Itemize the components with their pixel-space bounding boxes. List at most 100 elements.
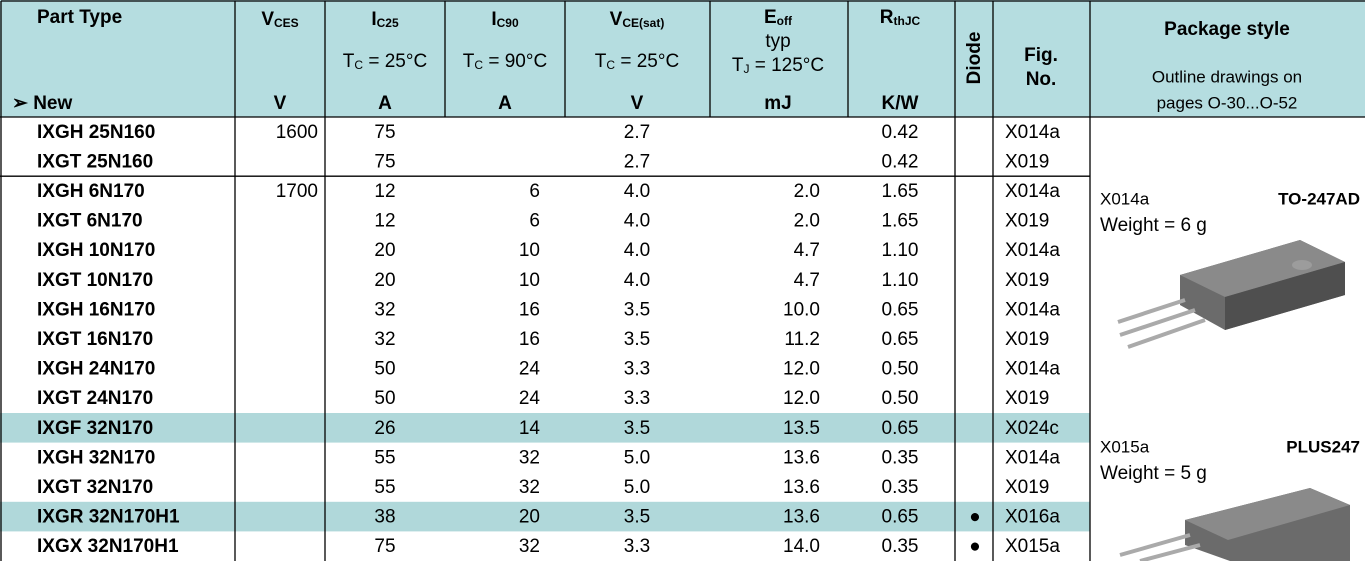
cell: 32 (519, 536, 540, 557)
t: off (777, 14, 793, 28)
cell: 38 (374, 507, 395, 528)
part-type: IXGR 32N170H1 (37, 507, 180, 528)
cell: 12 (374, 181, 395, 202)
cell: X019 (1005, 329, 1049, 350)
cell: X019 (1005, 211, 1049, 232)
cell: 0.42 (882, 151, 919, 172)
cell: X014a (1005, 447, 1060, 468)
col-unit: A (378, 93, 392, 114)
cell: 10 (519, 270, 540, 291)
t: C (606, 58, 615, 72)
cell: 2.7 (624, 122, 650, 143)
cell: 1.65 (882, 211, 919, 232)
t: C (474, 58, 483, 72)
cell: 11.2 (784, 329, 820, 350)
cell: 3.3 (624, 388, 650, 409)
t: V (610, 9, 623, 30)
t: CE(sat) (622, 16, 664, 30)
part-type: IXGT 32N170 (37, 477, 153, 498)
cell: 2.0 (794, 211, 820, 232)
cell: 50 (374, 359, 395, 380)
t: = 25°C (615, 51, 679, 72)
part-type: IXGH 16N170 (37, 299, 155, 320)
cell: X019 (1005, 388, 1049, 409)
cell: 0.35 (882, 536, 919, 557)
package-name: PLUS247 (1286, 437, 1360, 456)
part-type: IXGT 24N170 (37, 388, 153, 409)
cell: 24 (519, 388, 541, 409)
col-unit: V (274, 93, 287, 114)
t: = 90°C (483, 51, 547, 72)
t: = 25°C (363, 51, 427, 72)
part-type: IXGT 25N160 (37, 151, 153, 172)
cell: 13.6 (783, 507, 820, 528)
cell: X024c (1005, 418, 1059, 439)
cell: 75 (374, 151, 395, 172)
col-unit: A (498, 93, 512, 114)
row-highlight (0, 413, 1090, 443)
t: = 125°C (749, 55, 824, 76)
cell: 2.0 (794, 181, 820, 202)
cell: 6 (529, 181, 540, 202)
cell: 13.6 (783, 477, 820, 498)
cell: 55 (374, 447, 395, 468)
t: CES (274, 16, 299, 30)
cell: X014a (1005, 299, 1060, 320)
part-type: IXGF 32N170 (37, 418, 153, 439)
cell: 0.42 (882, 122, 919, 143)
cell: 10.0 (783, 299, 820, 320)
cell: 10 (519, 240, 540, 261)
cell: X016a (1005, 507, 1060, 528)
t: T (343, 51, 355, 72)
t: C (354, 58, 363, 72)
cell: 0.65 (882, 299, 919, 320)
cell: 32 (519, 447, 540, 468)
cell: 1.10 (882, 240, 919, 261)
t: V (261, 9, 274, 30)
cell: 5.0 (624, 447, 650, 468)
cell: ● (969, 507, 980, 528)
cell: X015a (1005, 536, 1060, 557)
cell: 16 (519, 299, 540, 320)
cell: 0.65 (882, 507, 919, 528)
t: C25 (377, 16, 399, 30)
cell: 1700 (276, 181, 318, 202)
cell: X014a (1005, 181, 1060, 202)
cell: 1600 (276, 122, 318, 143)
cell: 13.6 (783, 447, 820, 468)
t: C90 (497, 16, 519, 30)
t: T (595, 51, 607, 72)
cell: 75 (374, 122, 395, 143)
cell: 3.3 (624, 536, 650, 557)
part-type: IXGH 32N170 (37, 447, 155, 468)
cell: X019 (1005, 477, 1049, 498)
cell: 3.3 (624, 359, 650, 380)
cell: 12.0 (783, 388, 820, 409)
cell: 4.0 (624, 211, 650, 232)
package-weight: Weight = 5 g (1100, 463, 1207, 484)
part-type: IXGH 24N170 (37, 359, 155, 380)
cell: X014a (1005, 122, 1060, 143)
cell: 3.5 (624, 418, 650, 439)
package-image (1120, 488, 1350, 561)
cell: 55 (374, 477, 395, 498)
cell: 12 (374, 211, 395, 232)
cell: 26 (374, 418, 395, 439)
col-title: Diode (964, 32, 985, 85)
col-unit: ➢ New (12, 93, 72, 114)
part-type: IXGH 6N170 (37, 181, 145, 202)
package-code: X015a (1100, 437, 1150, 456)
cell: X019 (1005, 151, 1049, 172)
package-note: pages O-30...O-52 (1157, 93, 1298, 112)
cell: 5.0 (624, 477, 650, 498)
cell: 16 (519, 329, 540, 350)
cell: 20 (519, 507, 540, 528)
cell: 4.7 (794, 240, 820, 261)
cell: 32 (374, 329, 395, 350)
package-weight: Weight = 6 g (1100, 215, 1207, 236)
cell: 24 (519, 359, 541, 380)
cell: X014a (1005, 240, 1060, 261)
cell: 4.0 (624, 240, 650, 261)
cell: 14.0 (783, 536, 820, 557)
cell: 0.65 (882, 329, 919, 350)
